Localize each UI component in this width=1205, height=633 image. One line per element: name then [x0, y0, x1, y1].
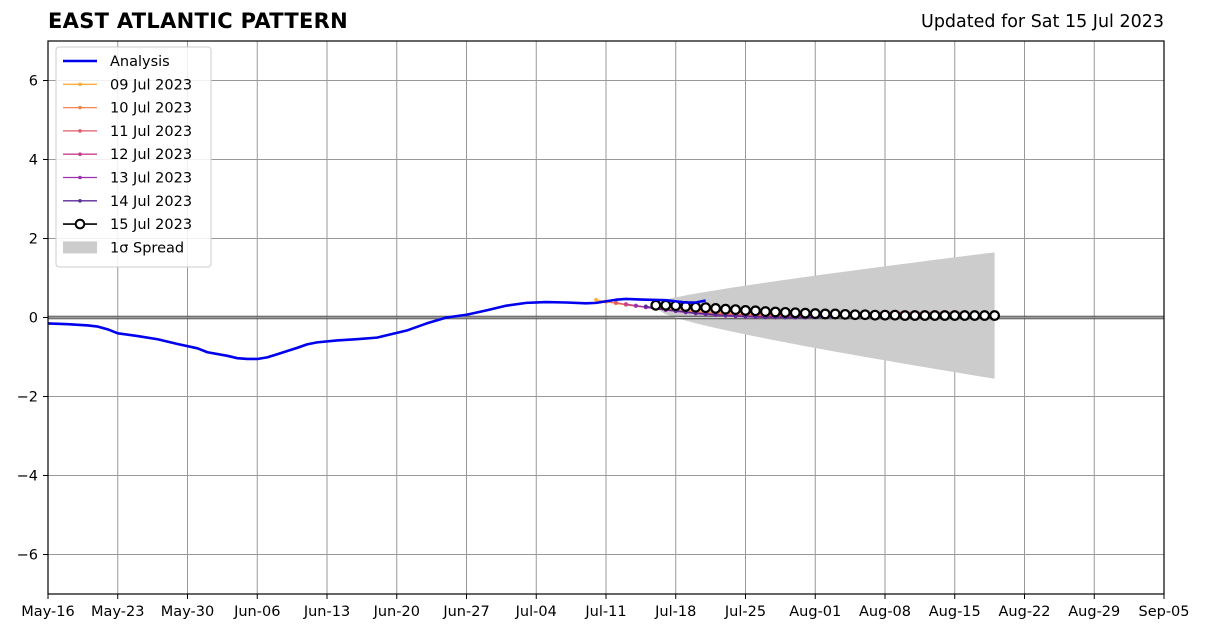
series-point [829, 308, 841, 320]
legend-label: 1σ Spread [110, 240, 184, 256]
x-tick-label: May-30 [161, 604, 214, 620]
x-tick-label: Jul-25 [724, 604, 766, 620]
legend-label: 13 Jul 2023 [110, 171, 192, 187]
legend-swatch-marker [78, 129, 82, 133]
series-point [929, 310, 941, 321]
series-point [979, 310, 991, 321]
series-point [624, 302, 628, 306]
series-point [690, 301, 702, 313]
legend-label: 11 Jul 2023 [110, 124, 192, 140]
series-point [633, 303, 638, 308]
y-tick-label: −2 [17, 390, 38, 406]
x-tick-label: Aug-22 [999, 604, 1051, 620]
y-tick-label: 0 [29, 311, 38, 327]
x-tick-label: Aug-08 [859, 604, 911, 620]
series-point [740, 304, 751, 316]
x-tick-label: Jun-20 [373, 604, 420, 620]
legend-swatch-marker [78, 82, 82, 87]
x-tick-label: Jun-27 [442, 604, 489, 620]
series-point [594, 297, 598, 302]
x-tick-label: Jul-18 [654, 604, 696, 620]
legend-swatch-marker [78, 175, 82, 180]
x-tick-label: Aug-29 [1068, 604, 1120, 620]
series-point [769, 306, 781, 318]
series-point [889, 309, 901, 321]
series-point [879, 309, 891, 321]
x-tick-label: Jul-04 [515, 604, 557, 620]
series-point [643, 304, 648, 309]
series-point [969, 310, 981, 321]
series-point [809, 308, 821, 319]
legend: Analysis 09 Jul 2023 10 Jul 2023 11 Jul 202… [55, 46, 212, 268]
legend-label: 12 Jul 2023 [110, 147, 192, 163]
x-tick-label: Jun-13 [303, 604, 350, 620]
x-tick-label: Aug-15 [929, 604, 981, 620]
y-tick-label: −4 [17, 469, 38, 485]
series-point [859, 309, 871, 321]
legend-swatch-marker [78, 152, 82, 156]
series-point [789, 307, 801, 319]
series-point [614, 300, 618, 305]
series-point [720, 303, 731, 315]
series-point [949, 310, 961, 321]
series-point [710, 303, 722, 314]
x-tick-label: Aug-01 [789, 604, 841, 620]
series-point [849, 309, 861, 321]
series-point [819, 308, 831, 320]
series-point [760, 306, 771, 317]
legend-label: 10 Jul 2023 [110, 101, 192, 117]
forecast-series [594, 297, 1001, 321]
y-tick-label: 2 [29, 232, 38, 248]
x-tick-label: Jul-11 [584, 604, 626, 620]
legend-swatch-marker [74, 218, 86, 230]
legend-label: Analysis [110, 54, 170, 70]
series-point [650, 299, 662, 311]
legend-swatch-marker [78, 199, 82, 203]
legend-box [55, 46, 212, 268]
series-point [750, 305, 761, 317]
legend-label: 09 Jul 2023 [110, 77, 192, 93]
series-point [799, 307, 811, 319]
series-point [660, 299, 672, 311]
series-point [989, 310, 1001, 321]
y-tick-label: −6 [17, 548, 38, 564]
legend-swatch-spread [63, 241, 97, 254]
series-point [779, 306, 791, 318]
series-point [959, 310, 971, 321]
y-tick-label: 4 [29, 153, 38, 169]
series-point [730, 304, 741, 316]
series-point [839, 308, 851, 320]
series-point [899, 310, 911, 321]
series-point [909, 310, 921, 321]
chart-title: EAST ATLANTIC PATTERN [48, 9, 348, 33]
legend-label: 14 Jul 2023 [110, 194, 192, 210]
y-tick-label: 6 [29, 74, 38, 90]
chart-subtitle: Updated for Sat 15 Jul 2023 [921, 12, 1164, 32]
legend-swatch-marker [78, 105, 82, 110]
series-point [939, 310, 951, 321]
x-tick-label: Jun-06 [233, 604, 280, 620]
axis-ticks: May-16 May-23 May-30 Jun-06 Jun-13 Jun-20 Jun-… [17, 74, 1190, 621]
x-tick-label: Sep-05 [1138, 604, 1189, 620]
x-tick-label: May-23 [91, 604, 144, 620]
analysis-series [48, 297, 706, 361]
analysis-line [48, 297, 706, 361]
legend-label: 15 Jul 2023 [110, 217, 192, 233]
series-point [700, 302, 712, 314]
series-point [919, 310, 931, 321]
x-tick-label: May-16 [21, 604, 74, 620]
series-point [869, 309, 881, 321]
